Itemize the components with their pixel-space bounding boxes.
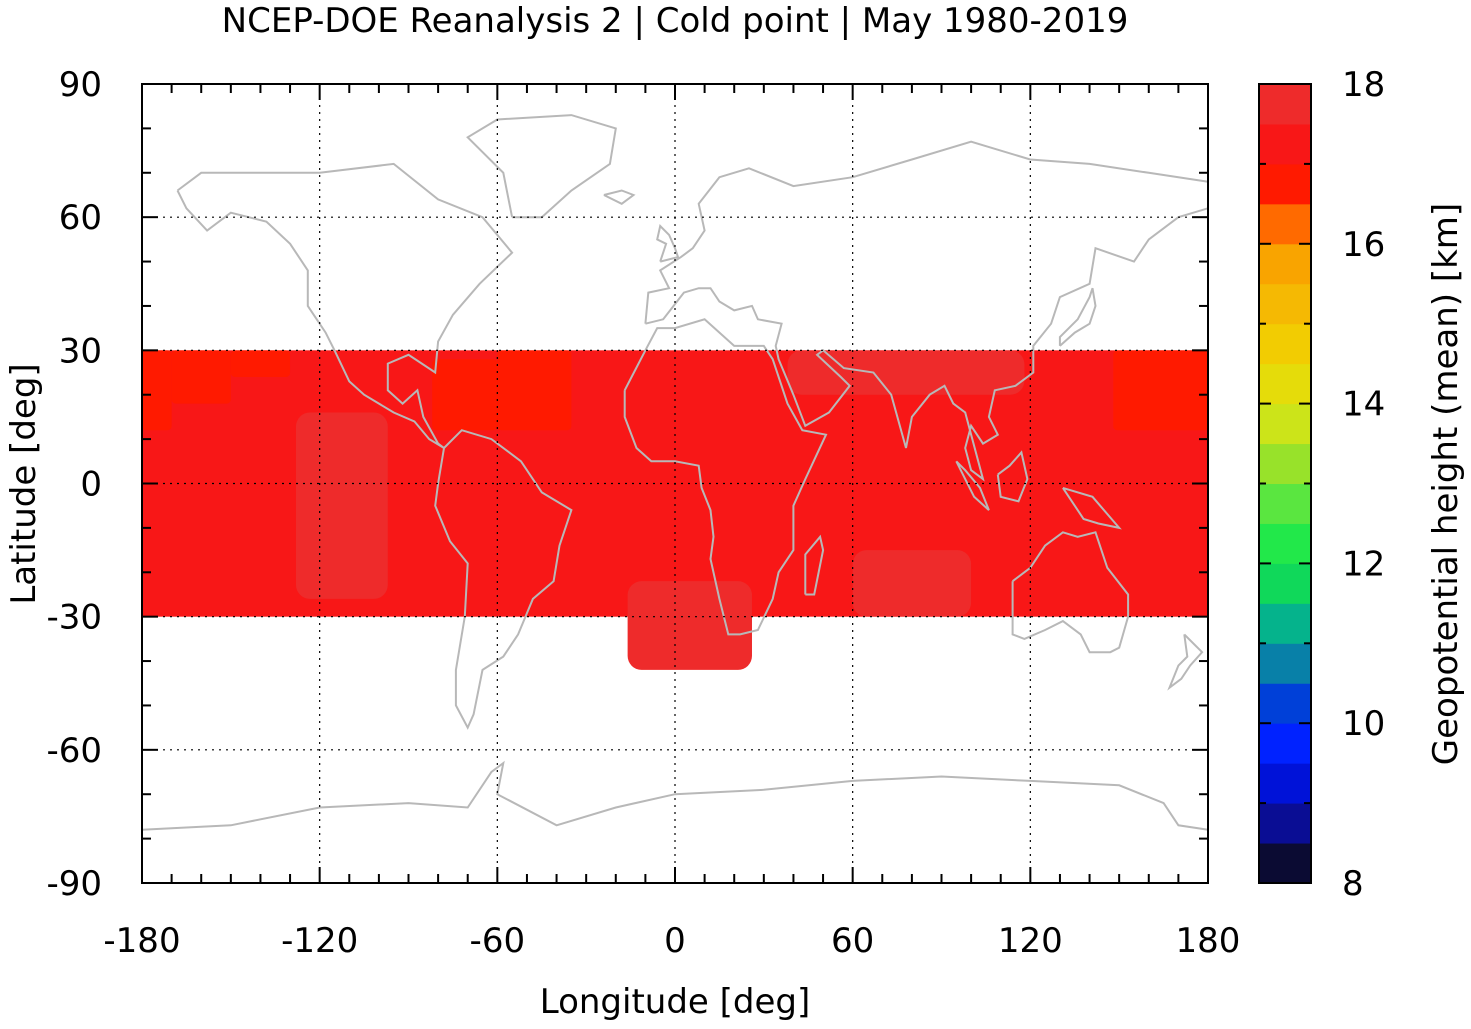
colorbar-segment [1259, 203, 1311, 245]
heatmap-region-9 [787, 350, 1025, 395]
colorbar-tick-label: 12 [1342, 544, 1385, 584]
colorbar-tick-label: 8 [1342, 864, 1364, 904]
colorbar-label: Geopotential height (mean) [km] [1426, 202, 1466, 766]
colorbar-segment [1259, 403, 1311, 445]
colorbar-segment [1259, 843, 1311, 884]
x-axis-label: Longitude [deg] [539, 982, 811, 1022]
x-tick-label: -60 [470, 921, 526, 961]
y-axis-label: Latitude [deg] [4, 363, 44, 605]
colorbar-tick-label: 18 [1342, 65, 1385, 105]
y-tick-label: 0 [80, 465, 102, 505]
x-tick-label: -180 [103, 921, 180, 961]
colorbar-segment [1259, 84, 1311, 125]
coastline-8 [804, 534, 825, 596]
colorbar-segment [1259, 243, 1311, 285]
heatmap-region-7 [627, 581, 752, 670]
coastline-10 [996, 450, 1029, 503]
y-axis-tick-labels: 90 60 30 0 -30 -60 -90 [46, 65, 102, 904]
y-tick-label: -60 [46, 731, 102, 771]
y-tick-label: 60 [59, 198, 102, 238]
colorbar-segment [1259, 323, 1311, 365]
plot-frame [141, 83, 1209, 884]
heatmap-region-6 [295, 412, 388, 599]
coastlines [141, 114, 1209, 831]
heatmap-region-4 [497, 350, 572, 431]
colorbar-segment [1259, 483, 1311, 524]
x-axis-tick-labels: -180 -120 -60 0 60 120 180 [103, 921, 1240, 961]
heatmap-region-5 [1113, 350, 1208, 431]
gridlines [142, 84, 1208, 883]
heatmap-region-0 [142, 350, 172, 431]
coastline-7 [656, 224, 680, 263]
x-tick-label: 180 [1176, 921, 1241, 961]
x-tick-label: 120 [998, 921, 1063, 961]
coastline-12 [1062, 486, 1122, 530]
coastline-0 [176, 162, 514, 449]
coastline-6 [141, 760, 1209, 831]
x-tick-label: -120 [281, 921, 358, 961]
chart-title: NCEP-DOE Reanalysis 2 | Cold point | May… [221, 1, 1129, 41]
heatmap-region-8 [852, 550, 972, 617]
colorbar-segment [1259, 723, 1311, 764]
coastline-4 [644, 140, 1209, 482]
x-tick-label: 60 [831, 921, 874, 961]
colorbar-segment [1259, 283, 1311, 325]
coastline-14 [603, 189, 636, 205]
colorbar-segment [1259, 443, 1311, 484]
coastline-2 [434, 429, 573, 730]
colorbar-segment [1259, 643, 1311, 684]
coastline-9 [1058, 287, 1097, 347]
y-tick-label: 30 [59, 331, 102, 371]
colorbar-segment [1259, 363, 1311, 405]
colorbar-segment [1259, 603, 1311, 644]
colorbar-tick-labels: 18 16 14 12 10 8 [1342, 65, 1385, 904]
heatmap-region-2 [230, 350, 291, 377]
heatmap-layer [142, 350, 1208, 670]
coastline-13 [1167, 633, 1204, 691]
heatmap-region-3 [432, 359, 498, 431]
colorbar-segment [1259, 563, 1311, 604]
coastline-11 [955, 460, 990, 511]
colorbar-tick-label: 14 [1342, 385, 1385, 425]
coastline-3 [623, 318, 828, 636]
y-tick-label: 90 [59, 65, 102, 105]
colorbar-segment [1259, 523, 1311, 564]
heatmap-region-1 [171, 350, 231, 404]
coastline-1 [466, 114, 617, 219]
y-tick-label: -30 [46, 598, 102, 638]
colorbar-segment [1259, 683, 1311, 724]
colorbar-segment [1259, 163, 1311, 205]
colorbar [1258, 83, 1312, 884]
y-tick-label: -90 [46, 864, 102, 904]
colorbar-tick-label: 16 [1342, 225, 1385, 265]
colorbar-tick-label: 10 [1342, 704, 1385, 744]
colorbar-segment [1259, 123, 1311, 165]
coastline-5 [1011, 531, 1130, 654]
x-tick-label: 0 [664, 921, 686, 961]
colorbar-segment [1259, 763, 1311, 804]
colorbar-segment [1259, 803, 1311, 844]
